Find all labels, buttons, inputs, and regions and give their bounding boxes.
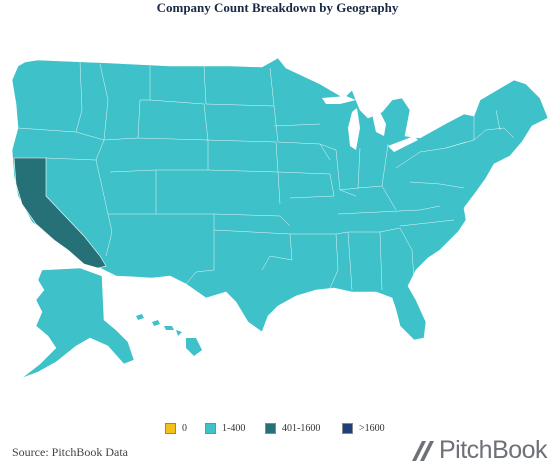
legend-swatch-0 — [165, 423, 176, 434]
lower-48-landmass — [11, 57, 549, 341]
legend-item-3: >1600 — [342, 423, 385, 434]
legend-item-0: 0 — [165, 423, 187, 434]
legend-swatch-3 — [342, 423, 353, 434]
lake-erie — [388, 136, 418, 152]
pitchbook-logo: PitchBook — [410, 436, 548, 465]
legend-swatch-1 — [205, 423, 216, 434]
chart-title: Company Count Breakdown by Geography — [156, 0, 399, 15]
legend-label-2: 401-1600 — [282, 423, 321, 434]
legend-label-1: 1-400 — [222, 423, 246, 434]
lake-superior — [322, 96, 356, 104]
hawaii-region — [136, 314, 202, 356]
logo-text: PitchBook — [439, 436, 548, 464]
source-note: Source: PitchBook Data — [12, 445, 128, 459]
lake-huron — [372, 112, 386, 136]
legend-label-3: >1600 — [359, 423, 385, 434]
us-choropleth-map — [11, 57, 549, 379]
alaska-region — [21, 267, 135, 379]
state-borders — [17, 61, 515, 291]
legend-label-0: 0 — [182, 423, 187, 434]
lake-michigan — [348, 108, 360, 150]
legend-item-2: 401-1600 — [265, 423, 320, 434]
pitchbook-mark-icon — [412, 440, 434, 461]
map-legend: 0 1-400 401-1600 >1600 — [0, 423, 555, 439]
legend-swatch-2 — [265, 423, 276, 434]
california-region — [13, 157, 107, 269]
legend-item-1: 1-400 — [205, 423, 245, 434]
